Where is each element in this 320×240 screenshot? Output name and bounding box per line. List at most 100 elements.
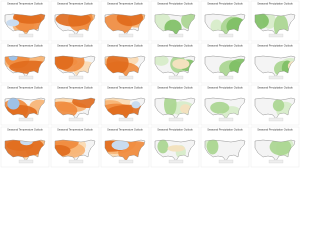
shade-area <box>157 140 169 154</box>
us-border <box>254 97 296 120</box>
us-border <box>204 13 246 36</box>
us-map <box>204 97 246 120</box>
panel-title: Seasonal Temperature Outlook <box>7 128 43 132</box>
panel-title: Seasonal Temperature Outlook <box>57 2 93 6</box>
us-border <box>104 13 146 36</box>
panel-title: Seasonal Temperature Outlook <box>7 86 43 90</box>
legend-box <box>218 159 234 164</box>
panel-title: Seasonal Precipitation Outlook <box>157 128 193 132</box>
us-map <box>4 139 46 162</box>
outlook-panel: Seasonal Precipitation Outlook <box>250 42 300 84</box>
shade-area <box>13 14 45 24</box>
outlook-panel: Seasonal Precipitation Outlook <box>150 42 200 84</box>
shade-area <box>8 56 18 61</box>
us-border <box>54 55 96 78</box>
legend-box <box>218 75 234 80</box>
shade-area <box>269 140 292 156</box>
us-map <box>54 139 96 162</box>
panel-title: Seasonal Temperature Outlook <box>107 44 143 48</box>
legend-box <box>218 117 234 122</box>
us-border <box>204 55 246 78</box>
outlook-panel: Seasonal Precipitation Outlook <box>200 42 250 84</box>
us-border <box>4 13 46 36</box>
panel-title: Seasonal Precipitation Outlook <box>157 2 193 6</box>
us-border <box>204 97 246 120</box>
us-map <box>104 97 146 120</box>
us-border <box>154 13 196 36</box>
shade-area <box>111 140 130 150</box>
shade-area <box>6 19 20 27</box>
outlook-panel: Seasonal Precipitation Outlook <box>150 84 200 126</box>
outlook-panel: Seasonal Precipitation Outlook <box>200 84 250 126</box>
outlook-panel: Seasonal Precipitation Outlook <box>250 126 300 168</box>
us-border <box>204 139 246 162</box>
legend-box <box>168 159 184 164</box>
legend-box <box>118 75 134 80</box>
legend-box <box>18 75 34 80</box>
panel-title: Seasonal Precipitation Outlook <box>207 86 243 90</box>
us-border <box>104 139 146 162</box>
us-border <box>154 139 196 162</box>
us-map <box>154 139 196 162</box>
us-map <box>254 13 296 36</box>
legend-box <box>68 33 84 38</box>
shade-area <box>172 58 190 70</box>
outlook-panel: Seasonal Precipitation Outlook <box>150 126 200 168</box>
shade-area <box>55 56 74 70</box>
us-border <box>154 97 196 120</box>
outlook-panel: Seasonal Temperature Outlook <box>100 126 150 168</box>
legend-box <box>118 117 134 122</box>
us-map <box>4 13 46 36</box>
panel-title: Seasonal Temperature Outlook <box>57 86 93 90</box>
shade-area <box>116 14 144 27</box>
panel-title: Seasonal Precipitation Outlook <box>257 86 293 90</box>
outlook-panel: Seasonal Temperature Outlook <box>100 0 150 42</box>
outlook-panel: Seasonal Temperature Outlook <box>100 42 150 84</box>
legend-box <box>118 33 134 38</box>
outlook-panel: Seasonal Precipitation Outlook <box>250 84 300 126</box>
shade-area <box>106 56 129 75</box>
us-map <box>204 139 246 162</box>
shade-area <box>55 140 79 151</box>
legend-box <box>18 159 34 164</box>
outlook-shading <box>105 98 145 119</box>
us-border <box>54 97 96 120</box>
outlook-panel: Seasonal Temperature Outlook <box>50 84 100 126</box>
panel-title: Seasonal Temperature Outlook <box>7 44 43 48</box>
panel-title: Seasonal Temperature Outlook <box>57 128 93 132</box>
outlook-panel: Seasonal Temperature Outlook <box>50 42 100 84</box>
panel-title: Seasonal Precipitation Outlook <box>257 2 293 6</box>
legend-box <box>68 75 84 80</box>
legend-box <box>118 159 134 164</box>
us-map <box>4 97 46 120</box>
panel-title: Seasonal Precipitation Outlook <box>207 2 243 6</box>
outlook-grid: Seasonal Temperature Outlook Seasonal Tem… <box>0 0 300 168</box>
shade-area <box>167 145 185 152</box>
us-border <box>254 55 296 78</box>
panel-title: Seasonal Precipitation Outlook <box>257 128 293 132</box>
us-map <box>104 139 146 162</box>
panel-title: Seasonal Precipitation Outlook <box>257 44 293 48</box>
panel-title: Seasonal Precipitation Outlook <box>157 44 193 48</box>
panel-title: Seasonal Temperature Outlook <box>107 2 143 6</box>
outlook-panel: Seasonal Temperature Outlook <box>0 84 50 126</box>
shade-area <box>131 101 141 109</box>
outlook-shading <box>164 98 195 116</box>
outlook-panel: Seasonal Temperature Outlook <box>50 126 100 168</box>
panel-title: Seasonal Temperature Outlook <box>107 86 143 90</box>
legend-box <box>268 75 284 80</box>
us-border <box>4 97 46 120</box>
us-border <box>4 139 46 162</box>
shade-area <box>55 145 71 157</box>
outlook-panel: Seasonal Precipitation Outlook <box>200 0 250 42</box>
outlook-panel: Seasonal Precipitation Outlook <box>250 0 300 42</box>
outlook-panel: Seasonal Temperature Outlook <box>50 0 100 42</box>
panel-title: Seasonal Temperature Outlook <box>57 44 93 48</box>
shade-area <box>7 98 20 110</box>
legend-box <box>168 75 184 80</box>
panel-title: Seasonal Precipitation Outlook <box>157 86 193 90</box>
panel-title: Seasonal Temperature Outlook <box>107 128 143 132</box>
outlook-panel: Seasonal Temperature Outlook <box>0 126 50 168</box>
legend-box <box>268 159 284 164</box>
us-border <box>4 55 46 78</box>
